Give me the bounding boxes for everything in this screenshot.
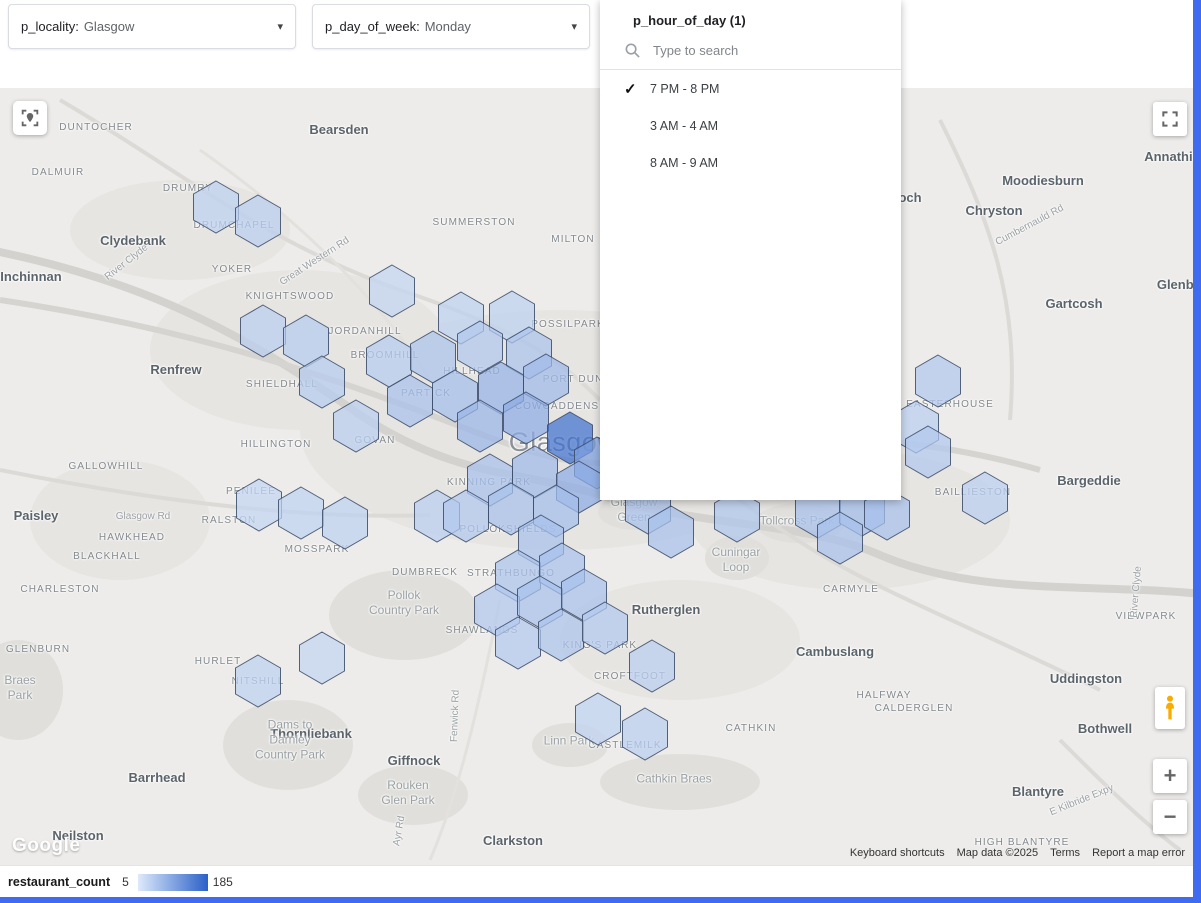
chevron-down-icon: ▾: [571, 21, 577, 33]
google-logo: Google: [12, 835, 81, 856]
legend-max: 185: [212, 875, 233, 889]
hex-bin[interactable]: [622, 707, 668, 761]
legend-gradient-bar: [137, 873, 208, 891]
hex-bin[interactable]: [629, 639, 675, 693]
terms-link[interactable]: Terms: [1050, 847, 1081, 859]
hex-bin[interactable]: [457, 320, 503, 374]
hex-bin[interactable]: [575, 692, 621, 746]
hex-bin[interactable]: [333, 399, 379, 453]
hex-bin[interactable]: [905, 425, 951, 479]
hex-bin[interactable]: [817, 511, 863, 565]
filter-locality-value: Glasgow: [83, 19, 135, 34]
filter-locality[interactable]: p_locality: Glasgow ▾: [8, 4, 296, 49]
search-icon: [625, 43, 640, 58]
map-attribution: Keyboard shortcuts Map data ©2025 Terms …: [850, 847, 1185, 859]
hex-bin[interactable]: [457, 399, 503, 453]
filter-day-label: p_day_of_week:: [325, 19, 420, 34]
vertical-scrollbar[interactable]: [1193, 0, 1201, 903]
filter-day-of-week[interactable]: p_day_of_week: Monday ▾: [312, 4, 590, 49]
hex-bin[interactable]: [962, 471, 1008, 525]
zoom-out-button[interactable]: −: [1153, 800, 1187, 834]
hex-bin[interactable]: [278, 486, 324, 540]
search-input[interactable]: [651, 42, 875, 59]
fullscreen-button[interactable]: [1153, 102, 1187, 136]
fullscreen-icon: [1162, 111, 1178, 127]
dropdown-search-row: [600, 38, 901, 70]
hex-bin[interactable]: [235, 654, 281, 708]
hex-bin[interactable]: [299, 355, 345, 409]
hex-bin[interactable]: [235, 194, 281, 248]
map-data-text: Map data ©2025: [956, 847, 1039, 859]
filter-locality-label: p_locality:: [21, 19, 79, 34]
report-error-link[interactable]: Report a map error: [1092, 847, 1185, 859]
hex-bin[interactable]: [299, 631, 345, 685]
hex-bin[interactable]: [240, 304, 286, 358]
dropdown-option[interactable]: 3 AM - 4 AM: [600, 107, 901, 144]
hex-bin[interactable]: [488, 482, 534, 536]
hex-bin[interactable]: [648, 505, 694, 559]
pegman-button[interactable]: [1155, 687, 1185, 729]
check-icon: ✓: [624, 80, 637, 98]
dropdown-option-label: 7 PM - 8 PM: [650, 81, 720, 96]
filter-day-value: Monday: [424, 19, 471, 34]
dropdown-options: ✓ 7 PM - 8 PM 3 AM - 4 AM 8 AM - 9 AM: [600, 70, 901, 181]
legend-label: restaurant_count: [8, 875, 111, 889]
zoom-in-label: +: [1163, 763, 1177, 788]
pegman-icon: [1166, 695, 1174, 720]
horizontal-scrollbar[interactable]: [0, 897, 1201, 903]
zoom-in-button[interactable]: +: [1153, 759, 1187, 793]
dropdown-option-label: 8 AM - 9 AM: [650, 155, 719, 170]
legend: restaurant_count 5 185: [0, 865, 1193, 898]
hex-bin[interactable]: [582, 601, 628, 655]
dropdown-option[interactable]: ✓ 7 PM - 8 PM: [600, 70, 901, 107]
hex-bin[interactable]: [193, 180, 239, 234]
legend-min: 5: [122, 875, 129, 889]
chevron-down-icon: ▾: [277, 21, 283, 33]
location-pin-icon: [21, 109, 39, 127]
dropdown-title: p_hour_of_day (1): [633, 13, 746, 28]
drop-pin-button[interactable]: [13, 101, 47, 135]
hex-bin[interactable]: [236, 478, 282, 532]
hex-bin[interactable]: [322, 496, 368, 550]
dropdown-option[interactable]: 8 AM - 9 AM: [600, 144, 901, 181]
hour-of-day-dropdown: p_hour_of_day (1) ✓ 7 PM - 8 PM 3 AM - 4 A…: [600, 0, 901, 500]
keyboard-shortcuts-link[interactable]: Keyboard shortcuts: [849, 847, 945, 859]
hex-bin[interactable]: [915, 354, 961, 408]
hex-bin[interactable]: [503, 391, 549, 445]
zoom-out-label: −: [1163, 804, 1177, 829]
hex-bin[interactable]: [864, 487, 910, 541]
dropdown-option-label: 3 AM - 4 AM: [650, 118, 719, 133]
hex-bin[interactable]: [369, 264, 415, 318]
hex-bin[interactable]: [714, 489, 760, 543]
